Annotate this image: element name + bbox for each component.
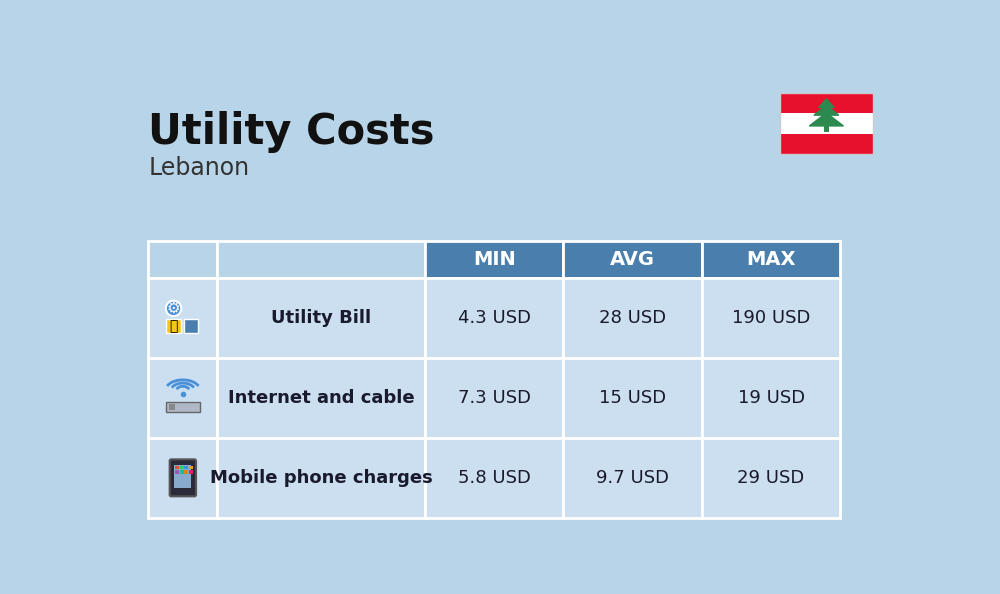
Text: 28 USD: 28 USD — [599, 309, 666, 327]
FancyBboxPatch shape — [170, 459, 196, 497]
Bar — [175, 466, 179, 469]
Bar — [702, 358, 840, 438]
Bar — [425, 358, 563, 438]
Bar — [180, 470, 184, 474]
Text: 5.8 USD: 5.8 USD — [458, 469, 531, 487]
Bar — [217, 438, 425, 518]
Bar — [702, 277, 840, 358]
Bar — [166, 319, 181, 333]
Bar — [148, 358, 217, 438]
Bar — [563, 241, 702, 277]
Bar — [217, 277, 425, 358]
Bar — [780, 134, 873, 154]
Text: MIN: MIN — [473, 249, 516, 268]
Bar — [563, 277, 702, 358]
Bar — [425, 277, 563, 358]
Bar — [180, 466, 184, 469]
Bar — [702, 241, 840, 277]
Text: Lebanon: Lebanon — [148, 156, 249, 180]
Bar — [169, 404, 175, 410]
Text: 9.7 USD: 9.7 USD — [596, 469, 669, 487]
Text: 🔌: 🔌 — [169, 319, 178, 333]
Text: 4.3 USD: 4.3 USD — [458, 309, 531, 327]
Text: Utility Bill: Utility Bill — [271, 309, 371, 327]
Text: 7.3 USD: 7.3 USD — [458, 388, 531, 407]
Bar — [217, 241, 425, 277]
Text: Utility Costs: Utility Costs — [148, 111, 435, 153]
Bar — [189, 466, 193, 469]
Bar — [217, 358, 425, 438]
Bar — [148, 277, 217, 358]
Bar — [425, 241, 563, 277]
Text: ⚙: ⚙ — [167, 301, 180, 316]
Text: Internet and cable: Internet and cable — [228, 388, 415, 407]
Bar — [166, 402, 200, 412]
Bar — [780, 93, 873, 113]
Bar — [148, 241, 217, 277]
Bar — [184, 470, 188, 474]
Polygon shape — [819, 99, 834, 108]
Bar — [174, 465, 191, 488]
Bar — [189, 470, 193, 474]
Text: 29 USD: 29 USD — [737, 469, 805, 487]
Text: 190 USD: 190 USD — [732, 309, 810, 327]
Bar — [175, 470, 179, 474]
Polygon shape — [814, 105, 839, 115]
Polygon shape — [809, 113, 843, 126]
Text: 15 USD: 15 USD — [599, 388, 666, 407]
Text: Mobile phone charges: Mobile phone charges — [210, 469, 433, 487]
Text: MAX: MAX — [746, 249, 796, 268]
Bar — [425, 438, 563, 518]
Bar — [563, 358, 702, 438]
Bar — [824, 126, 829, 132]
Text: AVG: AVG — [610, 249, 655, 268]
Bar — [563, 438, 702, 518]
Bar — [148, 438, 217, 518]
Text: 19 USD: 19 USD — [738, 388, 805, 407]
Bar — [184, 319, 198, 333]
Bar — [780, 93, 873, 154]
Bar — [702, 438, 840, 518]
Circle shape — [166, 301, 181, 316]
Bar — [780, 113, 873, 134]
Bar — [184, 466, 188, 469]
